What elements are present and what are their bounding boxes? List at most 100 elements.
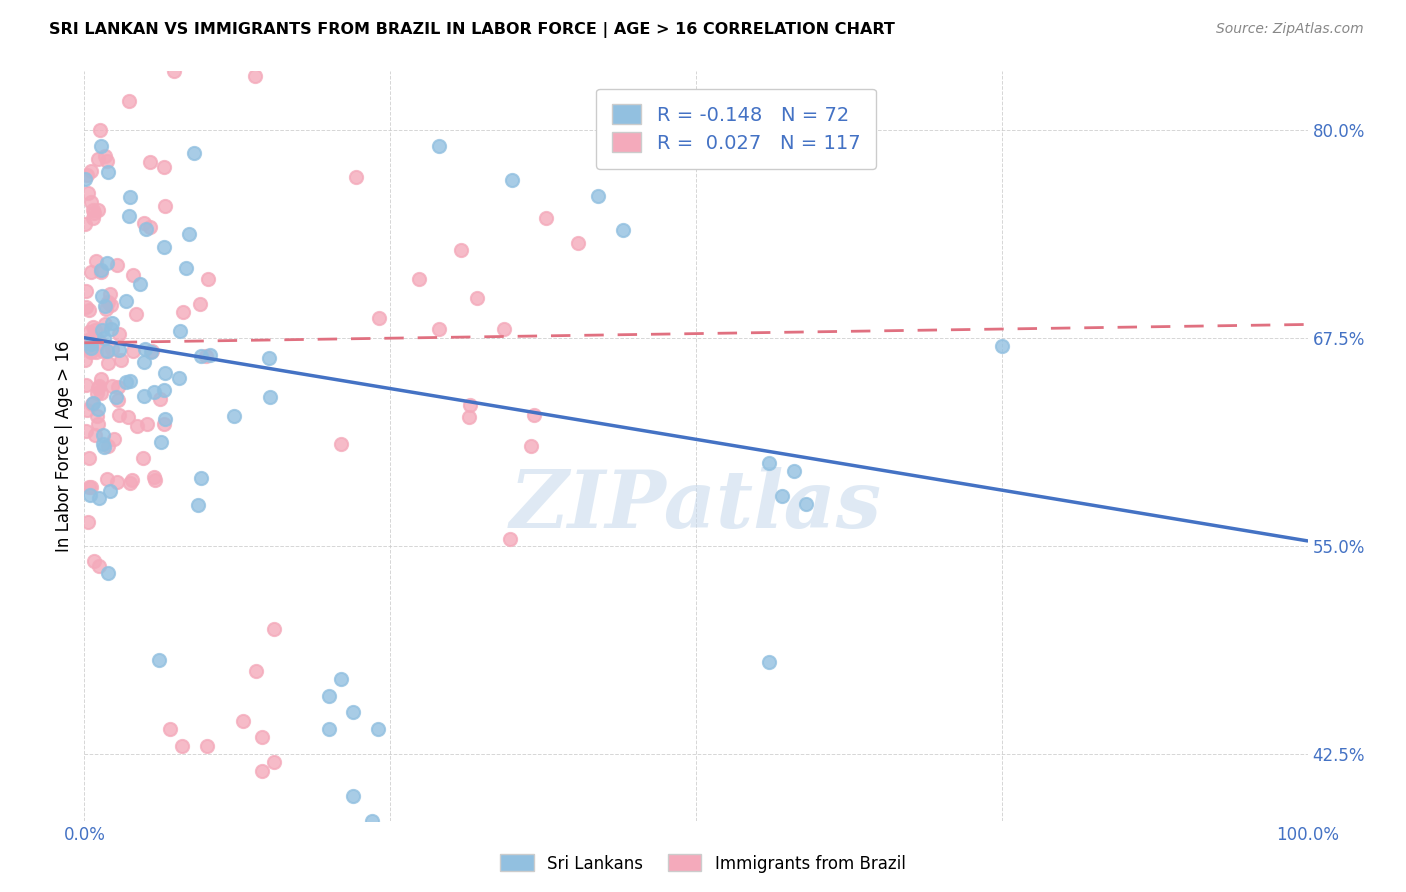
Point <box>250 764 273 778</box>
Point <box>79 194 101 209</box>
Point <box>76 168 98 182</box>
Point <box>79 488 101 502</box>
Point <box>197 272 219 286</box>
Point <box>408 272 430 286</box>
Y-axis label: In Labor Force | Age > 16: In Labor Force | Age > 16 <box>55 340 73 552</box>
Point <box>91 437 114 451</box>
Point <box>368 311 391 326</box>
Point <box>87 202 110 217</box>
Point <box>153 199 176 213</box>
Point <box>90 323 112 337</box>
Point <box>991 339 1014 353</box>
Point <box>86 385 108 400</box>
Legend: R = -0.148   N = 72, R =  0.027   N = 117: R = -0.148 N = 72, R = 0.027 N = 117 <box>596 88 876 169</box>
Point <box>93 440 115 454</box>
Point <box>344 169 367 184</box>
Point <box>122 268 145 283</box>
Point <box>465 291 488 305</box>
Point <box>115 293 138 308</box>
Point <box>198 348 221 362</box>
Point <box>567 235 589 250</box>
Point <box>523 408 546 422</box>
Point <box>80 164 103 178</box>
Point <box>118 95 141 109</box>
Point <box>86 409 108 423</box>
Point <box>342 789 364 803</box>
Point <box>94 148 117 162</box>
Point <box>79 333 101 347</box>
Point <box>108 326 131 341</box>
Point <box>75 300 97 314</box>
Point <box>153 417 176 432</box>
Point <box>141 344 163 359</box>
Point <box>153 384 176 398</box>
Point <box>98 286 121 301</box>
Point <box>129 277 152 291</box>
Point <box>169 324 191 338</box>
Point <box>79 451 101 466</box>
Point <box>135 417 157 432</box>
Point <box>93 331 115 345</box>
Point <box>118 375 141 389</box>
Point <box>770 489 793 503</box>
Point <box>222 409 245 423</box>
Point <box>96 256 118 270</box>
Point <box>82 396 104 410</box>
Point <box>79 337 101 351</box>
Point <box>135 221 157 235</box>
Point <box>87 334 110 349</box>
Point <box>75 284 97 298</box>
Point <box>107 393 129 408</box>
Point <box>139 219 162 234</box>
Point <box>427 139 450 153</box>
Point <box>84 254 107 268</box>
Point <box>783 464 806 478</box>
Point <box>118 210 141 224</box>
Point <box>91 343 114 358</box>
Point <box>121 343 143 358</box>
Point <box>120 190 142 204</box>
Point <box>149 392 172 406</box>
Point <box>84 330 107 344</box>
Point <box>259 351 281 366</box>
Point <box>89 559 111 574</box>
Point <box>94 299 117 313</box>
Point <box>263 756 285 770</box>
Point <box>367 722 389 736</box>
Point <box>458 398 481 412</box>
Point <box>758 456 780 470</box>
Point <box>96 154 118 169</box>
Text: SRI LANKAN VS IMMIGRANTS FROM BRAZIL IN LABOR FORCE | AGE > 16 CORRELATION CHART: SRI LANKAN VS IMMIGRANTS FROM BRAZIL IN … <box>49 22 896 38</box>
Point <box>458 410 481 425</box>
Point <box>139 155 162 169</box>
Point <box>76 403 98 417</box>
Point <box>77 326 100 340</box>
Point <box>93 428 115 442</box>
Point <box>96 343 118 358</box>
Point <box>134 216 156 230</box>
Point <box>342 706 364 720</box>
Point <box>108 343 131 357</box>
Point <box>758 656 780 670</box>
Point <box>163 64 186 78</box>
Point <box>134 389 156 403</box>
Point <box>84 345 107 359</box>
Point <box>77 303 100 318</box>
Point <box>190 349 212 363</box>
Point <box>115 376 138 390</box>
Point <box>139 345 162 359</box>
Point <box>183 146 205 161</box>
Point <box>75 172 97 186</box>
Point <box>427 322 450 336</box>
Point <box>232 714 254 728</box>
Point <box>83 554 105 568</box>
Point <box>82 211 104 225</box>
Point <box>188 297 211 311</box>
Point <box>150 435 173 450</box>
Point <box>75 424 97 438</box>
Point <box>83 206 105 220</box>
Point <box>97 356 120 370</box>
Point <box>100 298 122 312</box>
Point <box>187 498 209 512</box>
Point <box>79 265 101 279</box>
